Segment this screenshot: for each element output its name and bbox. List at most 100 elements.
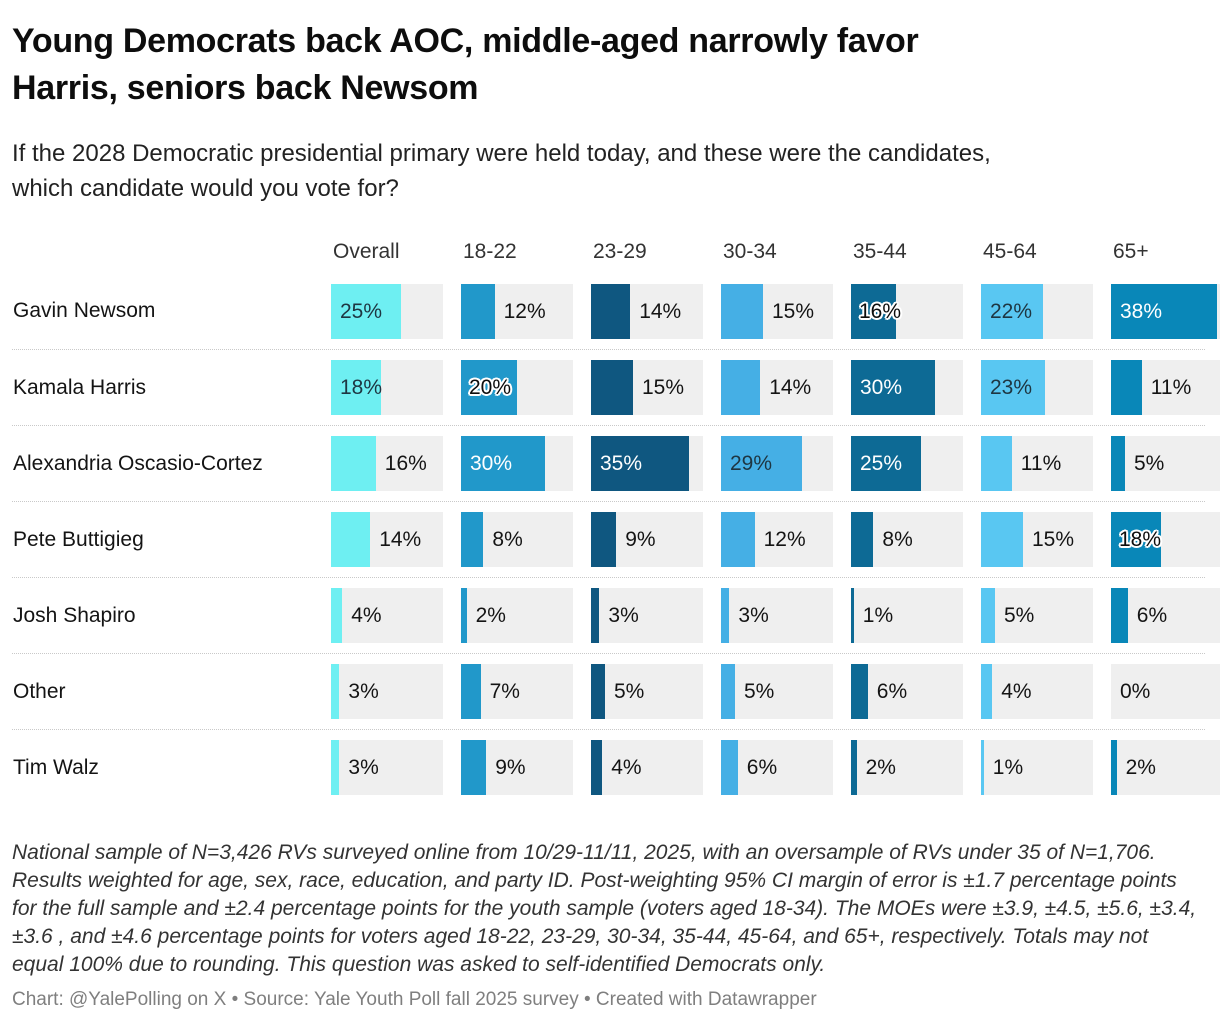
value-label: 3% bbox=[608, 604, 639, 627]
value-label: 16% bbox=[859, 299, 902, 323]
bar bbox=[981, 588, 995, 643]
bar bbox=[591, 436, 689, 491]
value-label: 6% bbox=[876, 680, 908, 703]
bar bbox=[591, 740, 603, 795]
value-label: 23% bbox=[990, 376, 1033, 399]
value-label: 9% bbox=[495, 756, 526, 779]
chart-title-line: Harris, seniors back Newsom bbox=[12, 69, 479, 107]
value-label: 4% bbox=[611, 756, 642, 779]
bar-cell: 5% bbox=[981, 588, 1093, 643]
bar-cell: 12% bbox=[461, 283, 573, 339]
value-label: 38% bbox=[1120, 299, 1163, 323]
bar bbox=[591, 360, 633, 415]
bar-cell: 22% bbox=[981, 283, 1093, 339]
chart-title-line: Young Democrats back AOC, middle-aged na… bbox=[12, 22, 919, 60]
bar-cell: 2% bbox=[461, 588, 573, 643]
value-label: 7% bbox=[489, 680, 520, 703]
candidate-label: Josh Shapiro bbox=[13, 603, 136, 627]
bar-cell: 4% bbox=[981, 664, 1093, 719]
bar-cell: 12% bbox=[721, 512, 833, 567]
bar-cell: 5% bbox=[721, 664, 833, 719]
bar bbox=[591, 512, 617, 567]
value-label: 5% bbox=[1004, 604, 1035, 627]
bar bbox=[851, 283, 896, 339]
bar bbox=[461, 740, 487, 795]
candidate-label: Gavin Newsom bbox=[13, 299, 156, 322]
bar bbox=[591, 664, 605, 719]
column-header: 23-29 bbox=[593, 240, 647, 263]
bar bbox=[981, 283, 1043, 339]
bar-cell: 15% bbox=[981, 512, 1093, 567]
bar bbox=[981, 512, 1023, 567]
value-label: 29% bbox=[730, 452, 773, 475]
column-header: 18-22 bbox=[463, 240, 517, 263]
bar-cell: 38% bbox=[1111, 283, 1220, 339]
value-label: 6% bbox=[746, 756, 778, 779]
bar-cell: 16% bbox=[331, 436, 443, 491]
bar-cell: 11% bbox=[1111, 360, 1220, 415]
bar bbox=[851, 512, 874, 567]
chart-title: Young Democrats back AOC, middle-aged na… bbox=[12, 18, 1205, 112]
value-label: 11% bbox=[1020, 452, 1062, 475]
bar bbox=[1111, 436, 1125, 491]
bar-cell: 35% bbox=[591, 436, 703, 491]
bar-cell: 6% bbox=[851, 664, 963, 719]
table-row: Josh Shapiro 4% 2% 3% 3% 1% 5% 6% bbox=[12, 577, 1220, 653]
bar bbox=[1111, 283, 1218, 339]
value-label: 3% bbox=[348, 756, 379, 779]
bar-cell: 6% bbox=[721, 740, 833, 795]
table-row: Alexandria Oscasio-Cortez 16% 30% 35% 29% 25%… bbox=[12, 425, 1220, 501]
value-label: 0% bbox=[1120, 680, 1151, 703]
bar bbox=[851, 360, 935, 415]
chart-subtitle-line: If the 2028 Democratic presidential prim… bbox=[12, 140, 991, 167]
value-label: 5% bbox=[614, 680, 645, 703]
bar-cell: 0% bbox=[1111, 664, 1220, 719]
bar bbox=[981, 360, 1046, 415]
bar-cell: 3% bbox=[331, 664, 443, 719]
table-row: Pete Buttigieg 14% 8% 9% 12% 8% 15% 18% bbox=[12, 501, 1220, 577]
bar bbox=[851, 740, 857, 795]
bar-cell: 25% bbox=[331, 283, 443, 339]
column-header-row: Overall 18-22 23-29 30-34 35-44 45-64 65+ bbox=[12, 228, 1205, 264]
column-header: Overall bbox=[333, 240, 400, 263]
bar bbox=[461, 436, 545, 491]
bar bbox=[461, 664, 481, 719]
value-label: 1% bbox=[992, 756, 1024, 779]
bar-cell: 25% bbox=[851, 436, 963, 491]
bar bbox=[721, 512, 755, 567]
bar-cell: 4% bbox=[331, 588, 443, 643]
value-label: 1% bbox=[862, 604, 894, 627]
value-label: 11% bbox=[1150, 376, 1192, 399]
bar-cell: 8% bbox=[851, 512, 963, 567]
table-row: Kamala Harris 18% 20% 15% 14% 30% 23% 11% bbox=[12, 349, 1220, 425]
bar bbox=[331, 740, 340, 795]
candidate-label: Alexandria Oscasio-Cortez bbox=[13, 451, 263, 475]
value-label: 14% bbox=[769, 376, 812, 399]
bar bbox=[721, 740, 738, 795]
value-label: 12% bbox=[503, 299, 546, 323]
bar bbox=[721, 283, 763, 339]
chart-credit: Chart: @YalePolling on X • Source: Yale … bbox=[12, 989, 817, 1010]
value-label: 2% bbox=[475, 604, 506, 627]
bar-cell: 3% bbox=[331, 740, 443, 795]
value-label: 15% bbox=[772, 299, 815, 323]
bar-cell: 4% bbox=[591, 740, 703, 795]
bar-cell: 1% bbox=[981, 740, 1093, 795]
value-label: 18% bbox=[1119, 528, 1162, 551]
bar bbox=[721, 360, 761, 415]
bar bbox=[851, 436, 921, 491]
bar-cell: 29% bbox=[721, 436, 833, 491]
bar bbox=[461, 360, 517, 415]
chart-subtitle: If the 2028 Democratic presidential prim… bbox=[12, 136, 1172, 206]
bar bbox=[331, 512, 371, 567]
bar-cell: 23% bbox=[981, 360, 1093, 415]
bar-cell: 1% bbox=[851, 588, 963, 643]
bar-cell: 14% bbox=[331, 512, 443, 567]
value-label: 25% bbox=[860, 452, 903, 475]
bar bbox=[1111, 512, 1162, 567]
chart-notes: National sample of N=3,426 RVs surveyed … bbox=[12, 841, 1197, 976]
bar bbox=[461, 512, 484, 567]
bar-cell: 5% bbox=[1111, 436, 1220, 491]
bar-cell: 15% bbox=[721, 283, 833, 339]
